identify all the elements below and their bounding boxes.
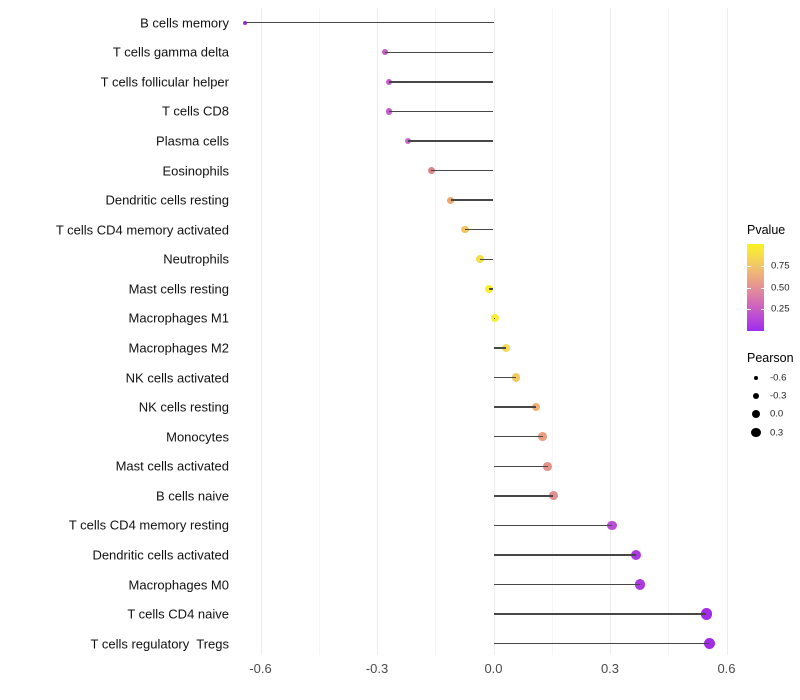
lollipop-segment (384, 51, 494, 53)
row-label: Dendritic cells activated (92, 547, 229, 563)
row-label: B cells memory (140, 15, 229, 31)
row-label: Macrophages M2 (128, 340, 229, 356)
colorbar-tick-label: 0.50 (771, 282, 790, 293)
row-label: B cells naive (156, 488, 229, 504)
row-label: Macrophages M0 (128, 577, 229, 592)
lollipop-segment (431, 169, 494, 172)
row-label: Mast cells resting (128, 281, 229, 297)
lollipop-segment (245, 21, 494, 24)
major-gridline (377, 8, 378, 655)
legend-size-dot (751, 427, 761, 438)
lollipop-dot (461, 225, 469, 234)
lollipop-segment (493, 524, 612, 527)
row-label: Macrophages M1 (128, 310, 229, 326)
row-label: Monocytes (166, 429, 229, 445)
major-gridline (610, 8, 611, 655)
legend-size-label: -0.3 (770, 390, 787, 402)
row-label: NK cells resting (138, 399, 229, 415)
lollipop-segment (493, 613, 707, 615)
lollipop-segment (488, 288, 494, 290)
colorbar-tick-mark (747, 287, 751, 289)
colorbar-tick-mark (760, 287, 764, 289)
row-label: T cells CD4 memory activated (55, 222, 229, 238)
pvalue-colorbar (747, 244, 764, 331)
row-label: NK cells activated (125, 370, 229, 385)
lollipop-segment (493, 406, 536, 408)
lollipop-dot (381, 49, 388, 56)
lollipop-segment (493, 495, 554, 497)
row-label: Dendritic cells resting (105, 192, 229, 208)
lollipop-dot (447, 196, 455, 204)
lollipop-segment (465, 228, 494, 231)
lollipop-dot (385, 78, 392, 85)
lollipop-dot (531, 402, 541, 412)
lollipop-dot (491, 314, 500, 323)
major-gridline (493, 8, 495, 655)
major-gridline (260, 8, 262, 655)
x-tick-label: 0.0 (484, 661, 503, 676)
lollipop-segment (493, 554, 636, 556)
x-tick-label: 0.3 (600, 661, 620, 676)
colorbar-tick-mark (747, 265, 751, 267)
row-label: Eosinophils (162, 163, 230, 178)
minor-gridline (435, 8, 437, 655)
legend-size-label: 0.0 (770, 408, 784, 420)
minor-gridline (318, 8, 320, 655)
colorbar-tick-label: 0.75 (771, 260, 790, 272)
lollipop-dot (511, 373, 521, 382)
pvalue-legend-title: Pvalue (747, 223, 786, 237)
minor-gridline (551, 8, 553, 655)
lollipop-segment (493, 376, 516, 379)
legend-size-label: 0.3 (770, 427, 784, 439)
major-gridline (726, 8, 728, 655)
legend-size-dot (753, 375, 759, 381)
pearson-legend-title: Pearson (747, 351, 794, 365)
lollipop-segment (388, 81, 494, 83)
row-label: T cells CD4 memory resting (68, 517, 229, 533)
lollipop-segment (450, 199, 494, 201)
colorbar-tick-mark (760, 309, 764, 311)
lollipop-segment (408, 140, 494, 142)
legend-size-dot (752, 393, 759, 400)
row-label: T cells follicular helper (100, 74, 229, 90)
lollipop-dot (630, 549, 641, 560)
row-label: Plasma cells (156, 133, 229, 149)
row-label: Neutrophils (163, 251, 229, 267)
row-label: T cells CD4 naive (127, 606, 229, 622)
lollipop-segment (493, 435, 543, 438)
x-tick-label: 0.6 (717, 661, 736, 676)
row-label: T cells gamma delta (112, 44, 229, 60)
colorbar-tick-label: 0.25 (771, 303, 790, 315)
lollipop-segment (493, 347, 507, 349)
lollipop-segment (493, 465, 548, 467)
row-label: T cells CD8 (162, 103, 229, 119)
lollipop-segment (493, 583, 641, 586)
lollipop-segment (493, 642, 710, 645)
row-label: Mast cells activated (115, 458, 229, 474)
lollipop-segment (493, 317, 496, 320)
lollipop-segment (388, 110, 494, 113)
legend-size-label: -0.6 (770, 372, 787, 384)
colorbar-tick-mark (747, 309, 751, 311)
x-tick-label: -0.3 (365, 661, 389, 676)
colorbar-tick-mark (760, 265, 764, 267)
legend-size-dot (752, 410, 760, 419)
lollipop-dot (607, 520, 617, 531)
row-label: T cells regulatory Tregs (90, 636, 229, 652)
lollipop-segment (479, 258, 494, 260)
x-tick-label: -0.6 (249, 661, 272, 676)
lollipop-dot (385, 108, 392, 115)
minor-gridline (668, 8, 670, 655)
